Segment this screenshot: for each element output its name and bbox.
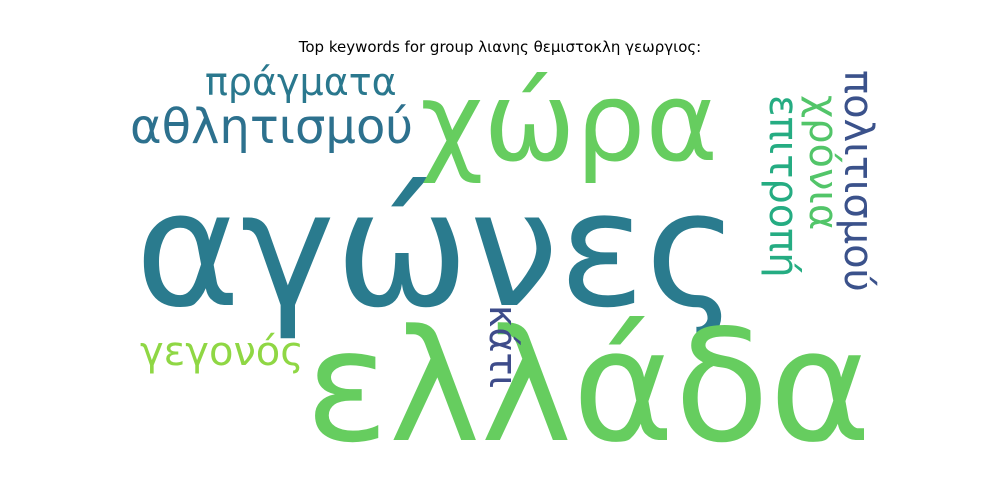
word-chronia: χρόνια (800, 95, 846, 230)
word-athlitismou: αθλητισμού (130, 99, 413, 155)
word-chora: χώρα (420, 58, 718, 186)
word-kati: κάτι (481, 305, 525, 388)
word-epitropi: επιτροπή (760, 95, 806, 278)
word-pragmata: πράγματα (205, 60, 397, 104)
chart-title: Top keywords for group λιανης θεμιστοκλη… (298, 38, 702, 56)
word-gegonos: γεγονός (140, 329, 304, 375)
word-agones: αγώνες (135, 156, 739, 343)
word-ellada: ελλάδα (305, 296, 871, 477)
word-politismou: πολιτισμού (835, 70, 881, 292)
